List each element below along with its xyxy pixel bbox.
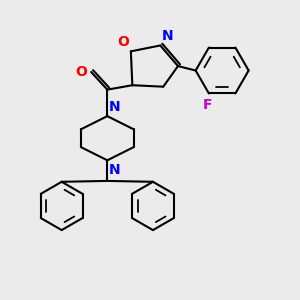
Text: F: F xyxy=(203,98,212,112)
Text: N: N xyxy=(162,28,173,43)
Text: O: O xyxy=(118,35,129,49)
Text: O: O xyxy=(76,65,88,79)
Text: N: N xyxy=(109,100,120,114)
Text: N: N xyxy=(109,163,120,177)
